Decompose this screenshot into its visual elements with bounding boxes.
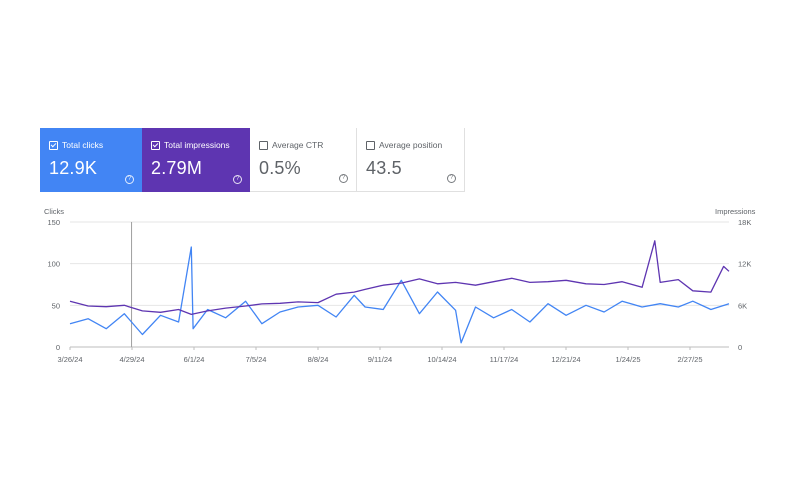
right-tick-label: 12K [738,260,751,269]
card-header: Average position [366,140,464,150]
left-tick-label: 0 [56,343,60,352]
x-tick-label: 7/5/24 [246,355,267,364]
help-icon[interactable]: ? [233,175,242,184]
x-tick-label: 9/11/24 [368,355,392,364]
x-tick-label: 12/21/24 [551,355,580,364]
total-impressions-value: 2.79M [151,158,203,178]
total-clicks-card[interactable]: Total clicks 12.9K ? [40,128,142,192]
x-tick-label: 6/1/24 [184,355,205,364]
average-position-value: 43.5 [366,158,402,178]
help-icon[interactable]: ? [447,174,456,183]
checkbox-unchecked-icon[interactable] [259,140,268,150]
total-clicks-value: 12.9K [49,158,98,178]
right-tick-label: 0 [738,343,742,352]
checkbox-unchecked-icon[interactable] [366,140,375,150]
x-tick-label: 4/29/24 [119,355,144,364]
left-axis-title: Clicks [44,207,64,216]
left-tick-label: 50 [52,301,60,310]
help-icon[interactable]: ? [339,174,348,183]
x-tick-label: 3/26/24 [57,355,82,364]
average-ctr-card[interactable]: Average CTR 0.5% ? [250,128,357,192]
card-label: Average position [379,140,443,150]
left-tick-label: 150 [47,218,60,227]
right-tick-label: 6K [738,301,747,310]
impressions-series-line [69,240,730,316]
average-ctr-value: 0.5% [259,158,301,178]
clicks-series-line [69,246,730,344]
help-icon[interactable]: ? [125,175,134,184]
x-tick-label: 8/8/24 [308,355,329,364]
x-tick-label: 1/24/25 [615,355,640,364]
card-header: Average CTR [259,140,356,150]
x-tick-label: 2/27/25 [677,355,702,364]
checkbox-checked-icon[interactable] [49,140,58,150]
card-label: Average CTR [272,140,324,150]
right-tick-label: 18K [738,218,751,227]
card-label: Total impressions [164,140,230,150]
x-tick-label: 11/17/24 [490,355,519,364]
total-impressions-card[interactable]: Total impressions 2.79M ? [142,128,250,192]
card-label: Total clicks [62,140,104,150]
left-tick-label: 100 [47,260,60,269]
right-axis-title: Impressions [715,207,756,216]
checkbox-checked-icon[interactable] [151,140,160,150]
card-header: Total impressions [151,140,250,150]
x-tick-label: 10/14/24 [427,355,456,364]
card-header: Total clicks [49,140,142,150]
average-position-card[interactable]: Average position 43.5 ? [357,128,465,192]
